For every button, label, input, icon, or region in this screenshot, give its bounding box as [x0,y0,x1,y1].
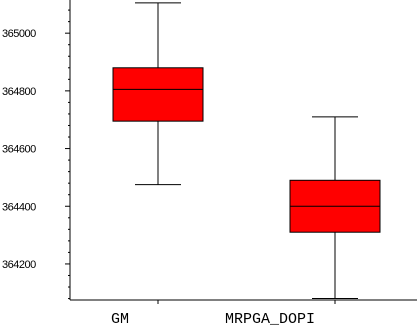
y-axis: 364200 364400 364600 364800 365000 [2,0,71,300]
box-gm [112,2,204,186]
boxes-group [112,2,381,300]
y-tick-label: 364400 [2,201,36,213]
interquartile-box [112,67,204,122]
y-tick-label: 364200 [2,259,36,271]
x-category-label: MRPGA_DOPI [225,311,315,328]
box-mrpga_dopi [289,116,381,300]
x-category-label: GM [111,311,129,328]
y-tick-label: 364600 [2,144,36,156]
y-tick-label: 364800 [2,86,36,98]
x-axis-labels: GM MRPGA_DOPI [111,300,336,328]
y-tick-label: 365000 [2,28,36,40]
